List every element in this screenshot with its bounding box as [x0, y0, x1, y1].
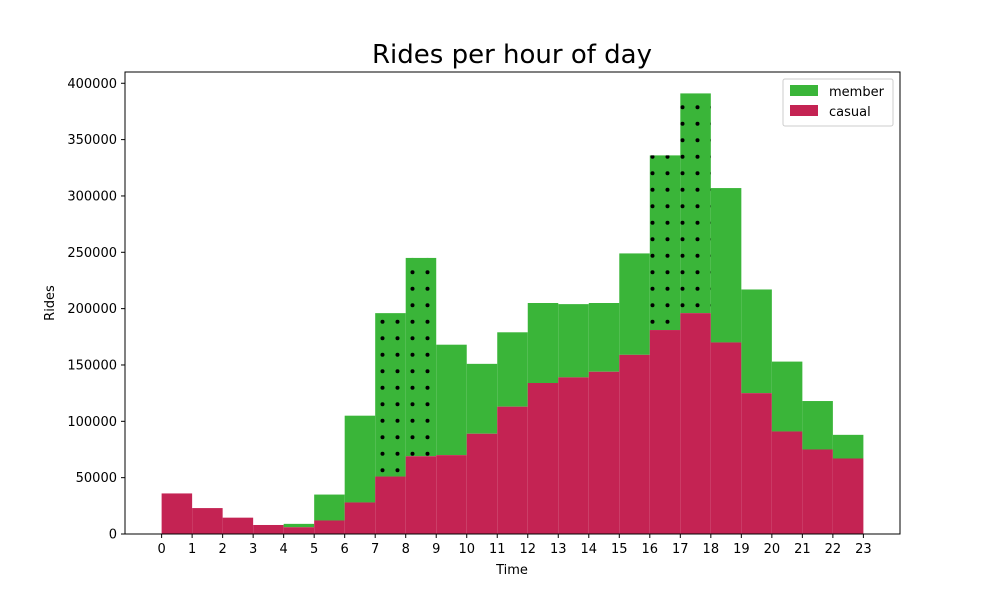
- y-tick-label-150000: 150000: [67, 358, 117, 373]
- bar-member-18: [710, 188, 742, 343]
- y-axis-label: Rides: [43, 285, 58, 321]
- bar-member-14: [588, 303, 620, 372]
- x-tick-label-2: 2: [218, 542, 226, 557]
- x-tick-label-18: 18: [703, 542, 720, 557]
- x-tick-label-11: 11: [489, 542, 506, 557]
- hatch-member-8: [405, 257, 437, 457]
- x-tick-label-21: 21: [794, 542, 811, 557]
- y-tick-label-400000: 400000: [67, 77, 117, 92]
- x-tick-label-20: 20: [764, 542, 781, 557]
- legend-swatch-casual: [790, 105, 818, 116]
- bar-casual-8: [405, 456, 437, 534]
- bar-casual-2: [222, 517, 254, 534]
- chart-title: Rides per hour of day: [372, 40, 652, 70]
- x-tick-label-9: 9: [432, 542, 440, 557]
- bar-member-12: [527, 303, 559, 384]
- x-tick-label-13: 13: [550, 542, 567, 557]
- y-tick-label-200000: 200000: [67, 302, 117, 317]
- y-tick-label-250000: 250000: [67, 246, 117, 261]
- hatch-member-17: [680, 93, 711, 314]
- y-tick-label-0: 0: [109, 528, 117, 543]
- x-axis: 0 1 2 3 4 5 6 7 8 9 10 11 12 13 14 15 16 17 18 19 20 21 22 23: [157, 534, 872, 557]
- legend-label-casual: casual: [829, 105, 871, 120]
- bar-member-20: [771, 361, 803, 432]
- bar-casual-13: [558, 377, 589, 534]
- bar-casual-5: [314, 520, 345, 534]
- bar-casual-20: [771, 431, 803, 534]
- bar-member-10: [466, 363, 498, 434]
- hatch-member-7: [375, 313, 406, 477]
- hatch-group: [375, 93, 711, 477]
- bar-member-22: [832, 434, 864, 459]
- x-tick-label-1: 1: [188, 542, 196, 557]
- legend: member casual: [782, 78, 894, 127]
- x-tick-label-15: 15: [611, 542, 628, 557]
- bars-group: [161, 93, 864, 534]
- x-tick-label-17: 17: [672, 542, 689, 557]
- x-tick-label-8: 8: [402, 542, 410, 557]
- legend-label-member: member: [829, 85, 885, 100]
- bar-member-15: [619, 253, 650, 355]
- bar-member-19: [741, 289, 772, 394]
- bar-member-11: [497, 332, 528, 407]
- x-tick-label-5: 5: [310, 542, 318, 557]
- y-tick-label-300000: 300000: [67, 189, 117, 204]
- y-tick-label-50000: 50000: [76, 471, 117, 486]
- legend-swatch-member: [790, 85, 818, 96]
- bar-member-6: [344, 415, 376, 503]
- bar-member-4: [283, 523, 315, 528]
- y-tick-label-350000: 350000: [67, 133, 117, 148]
- bar-member-9: [436, 344, 467, 456]
- x-tick-label-4: 4: [280, 542, 288, 557]
- bar-casual-19: [741, 393, 772, 534]
- bar-casual-11: [497, 406, 528, 534]
- x-axis-label: Time: [495, 563, 528, 578]
- x-tick-label-19: 19: [733, 542, 750, 557]
- bar-casual-6: [344, 502, 376, 534]
- bar-casual-21: [802, 449, 833, 534]
- bar-casual-1: [192, 508, 223, 534]
- bar-member-21: [802, 401, 833, 450]
- x-tick-label-16: 16: [642, 542, 659, 557]
- bar-casual-18: [710, 342, 742, 534]
- y-axis: 0 50000 100000 150000 200000 250000 300000 3500…: [67, 77, 125, 543]
- bar-casual-9: [436, 455, 467, 534]
- x-tick-label-14: 14: [581, 542, 598, 557]
- bar-casual-17: [680, 313, 711, 534]
- x-tick-label-3: 3: [249, 542, 257, 557]
- x-tick-label-6: 6: [341, 542, 349, 557]
- bar-casual-12: [527, 383, 559, 534]
- bar-casual-4: [283, 527, 315, 534]
- bar-member-13: [558, 304, 589, 378]
- bar-casual-10: [466, 433, 498, 534]
- bar-casual-16: [649, 330, 681, 534]
- x-tick-label-0: 0: [157, 542, 165, 557]
- plot-frame: [124, 71, 901, 535]
- bar-member-5: [314, 494, 345, 521]
- x-tick-label-10: 10: [458, 542, 475, 557]
- bar-casual-15: [619, 354, 650, 534]
- x-tick-label-22: 22: [825, 542, 842, 557]
- bar-casual-14: [588, 371, 620, 534]
- y-tick-label-100000: 100000: [67, 415, 117, 430]
- x-tick-label-23: 23: [855, 542, 872, 557]
- x-tick-label-7: 7: [371, 542, 379, 557]
- bar-casual-7: [375, 476, 406, 534]
- hatch-member-16: [649, 155, 681, 331]
- bar-casual-22: [832, 458, 864, 534]
- bar-casual-0: [161, 493, 193, 534]
- x-tick-label-12: 12: [519, 542, 536, 557]
- bar-casual-3: [253, 524, 284, 534]
